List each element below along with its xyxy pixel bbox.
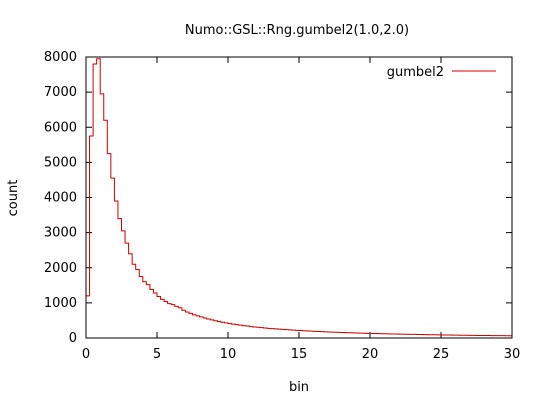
chart-title: Numo::GSL::Rng.gumbel2(1.0,2.0) xyxy=(185,23,409,38)
x-axis-label: bin xyxy=(289,380,309,395)
plot-frame xyxy=(85,56,513,339)
legend-label-gumbel2: gumbel2 xyxy=(387,65,444,80)
x-tick-label: 10 xyxy=(220,347,237,362)
y-tick-label: 3000 xyxy=(44,226,77,241)
y-tick-label: 7000 xyxy=(44,85,77,100)
legend: gumbel2 xyxy=(387,65,496,80)
x-tick-label: 5 xyxy=(153,347,161,362)
series-line-gumbel2 xyxy=(85,58,512,338)
y-tick-label: 5000 xyxy=(44,155,77,170)
y-tick-label: 8000 xyxy=(44,50,77,65)
y-tick-label: 1000 xyxy=(44,296,77,311)
x-tick-label: 0 xyxy=(82,347,90,362)
x-tick-label: 25 xyxy=(433,347,450,362)
x-tick-label: 20 xyxy=(362,347,379,362)
x-tick-label: 15 xyxy=(291,347,308,362)
y-axis-label: count xyxy=(6,180,21,217)
x-tick-label: 30 xyxy=(504,347,521,362)
y-tick-label: 6000 xyxy=(44,120,77,135)
y-tick-label: 2000 xyxy=(44,261,77,276)
y-tick-label: 0 xyxy=(69,331,77,346)
y-tick-label: 4000 xyxy=(44,191,77,206)
axis-tick-labels: 0 5 10 15 20 25 30 0 1000 2000 3000 4000 5000 6000 700… xyxy=(44,50,520,362)
